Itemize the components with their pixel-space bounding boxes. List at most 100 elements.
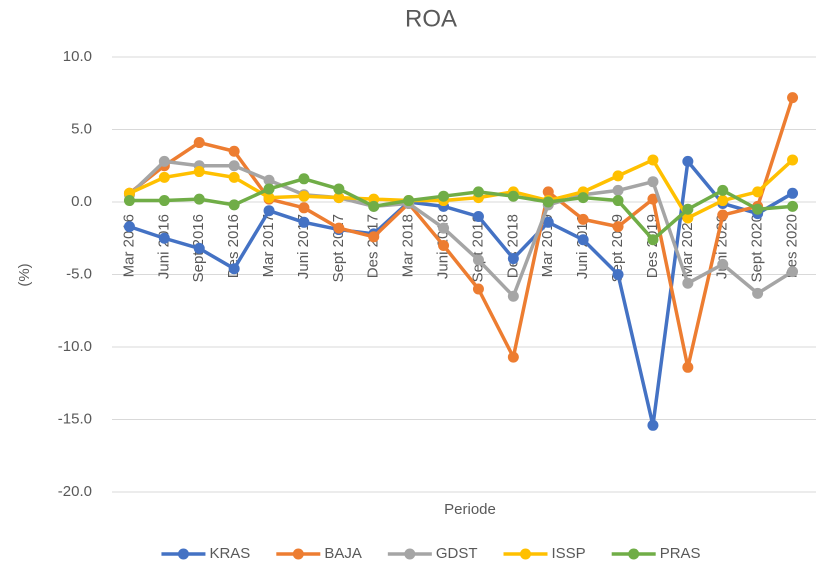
data-point	[298, 216, 310, 228]
data-point	[717, 209, 729, 221]
legend-marker	[628, 548, 640, 560]
data-point	[472, 211, 484, 222]
legend-label: KRAS	[209, 545, 250, 562]
data-point	[333, 192, 345, 204]
data-point	[542, 196, 554, 208]
data-point	[123, 221, 135, 233]
data-point	[507, 290, 519, 302]
data-point	[298, 190, 310, 202]
data-point	[682, 361, 694, 373]
x-tick-label: Des 2017	[365, 214, 382, 278]
data-point	[228, 171, 240, 183]
data-point	[682, 203, 694, 215]
x-tick-label: Mar 2019	[539, 214, 556, 277]
legend-label: GDST	[436, 545, 478, 562]
x-tick-label: Des 2020	[784, 214, 801, 278]
data-point	[438, 190, 450, 202]
data-point	[717, 195, 729, 207]
legend-marker	[404, 548, 416, 560]
legend-marker	[520, 548, 531, 560]
data-point	[612, 170, 624, 182]
x-tick-label: Des 2018	[504, 214, 521, 278]
series-line	[128, 159, 794, 298]
data-point	[158, 232, 170, 244]
series-line	[128, 158, 794, 220]
data-point	[472, 254, 484, 266]
data-point	[228, 199, 240, 211]
data-point	[717, 184, 729, 196]
legend-label: PRAS	[660, 545, 701, 562]
legend-label: ISSP	[552, 545, 586, 562]
data-point	[612, 221, 624, 233]
data-point	[263, 174, 275, 186]
x-tick-label: Juni 2019	[574, 214, 591, 279]
data-point	[647, 419, 659, 431]
y-tick-label: 0.0	[71, 193, 92, 210]
data-point	[612, 269, 624, 280]
legend-item: GDST	[387, 545, 478, 562]
legend: KRAS BAJA GDST ISSP PRAS	[161, 545, 701, 562]
series-line	[128, 159, 794, 428]
series-line	[128, 97, 795, 370]
data-point	[752, 186, 764, 198]
data-point	[368, 231, 380, 243]
data-point	[787, 92, 799, 104]
legend-item: ISSP	[503, 545, 586, 562]
data-point	[403, 195, 415, 207]
data-point	[542, 216, 554, 228]
x-tick-label: Mar 2018	[400, 214, 417, 277]
data-point	[298, 173, 310, 185]
data-point	[298, 202, 310, 214]
data-point	[333, 183, 345, 195]
data-point	[228, 160, 240, 172]
data-point	[263, 205, 275, 217]
y-axis-label: (%)	[16, 263, 33, 286]
data-point	[577, 192, 589, 204]
data-point	[228, 263, 240, 275]
data-point	[472, 186, 484, 198]
data-point	[647, 154, 659, 166]
data-point	[123, 195, 135, 207]
data-point	[507, 190, 519, 202]
y-tick-label: 5.0	[71, 120, 92, 137]
x-axis-label: Periode	[444, 501, 496, 518]
y-tick-label: -10.0	[58, 338, 92, 355]
data-point	[752, 287, 764, 299]
data-point	[368, 200, 380, 212]
data-point	[577, 234, 589, 246]
data-point	[507, 253, 519, 265]
data-point	[158, 155, 170, 167]
x-tick-label: Mar 2020	[679, 214, 696, 277]
data-point	[682, 155, 694, 167]
data-point	[333, 222, 345, 234]
data-point	[612, 195, 624, 207]
data-point	[507, 351, 519, 363]
data-point	[263, 192, 275, 204]
legend-item: BAJA	[276, 545, 362, 562]
data-point	[193, 193, 205, 205]
x-tick-label: Mar 2017	[260, 214, 277, 277]
series-line	[129, 177, 793, 242]
chart-title: ROA	[405, 5, 457, 32]
data-point	[647, 234, 659, 246]
data-point	[193, 137, 205, 149]
data-point	[682, 277, 694, 289]
data-point	[228, 145, 240, 157]
data-point	[193, 166, 205, 178]
x-tick-label: Juni 2017	[295, 214, 312, 279]
legend-label: BAJA	[324, 545, 362, 562]
data-point	[787, 266, 799, 278]
data-point	[682, 212, 694, 224]
legend-marker	[292, 548, 304, 560]
data-point	[472, 283, 484, 295]
legend-item: PRAS	[611, 545, 701, 562]
x-tick-label: Des 2019	[644, 214, 661, 278]
x-tick-label: Sept 2019	[609, 214, 626, 282]
legend-item: KRAS	[161, 545, 250, 562]
data-point	[787, 154, 799, 166]
x-tick-label: Juni 2016	[155, 214, 172, 279]
data-point	[717, 258, 729, 270]
y-tick-label: -20.0	[58, 483, 92, 500]
data-point	[752, 203, 764, 215]
